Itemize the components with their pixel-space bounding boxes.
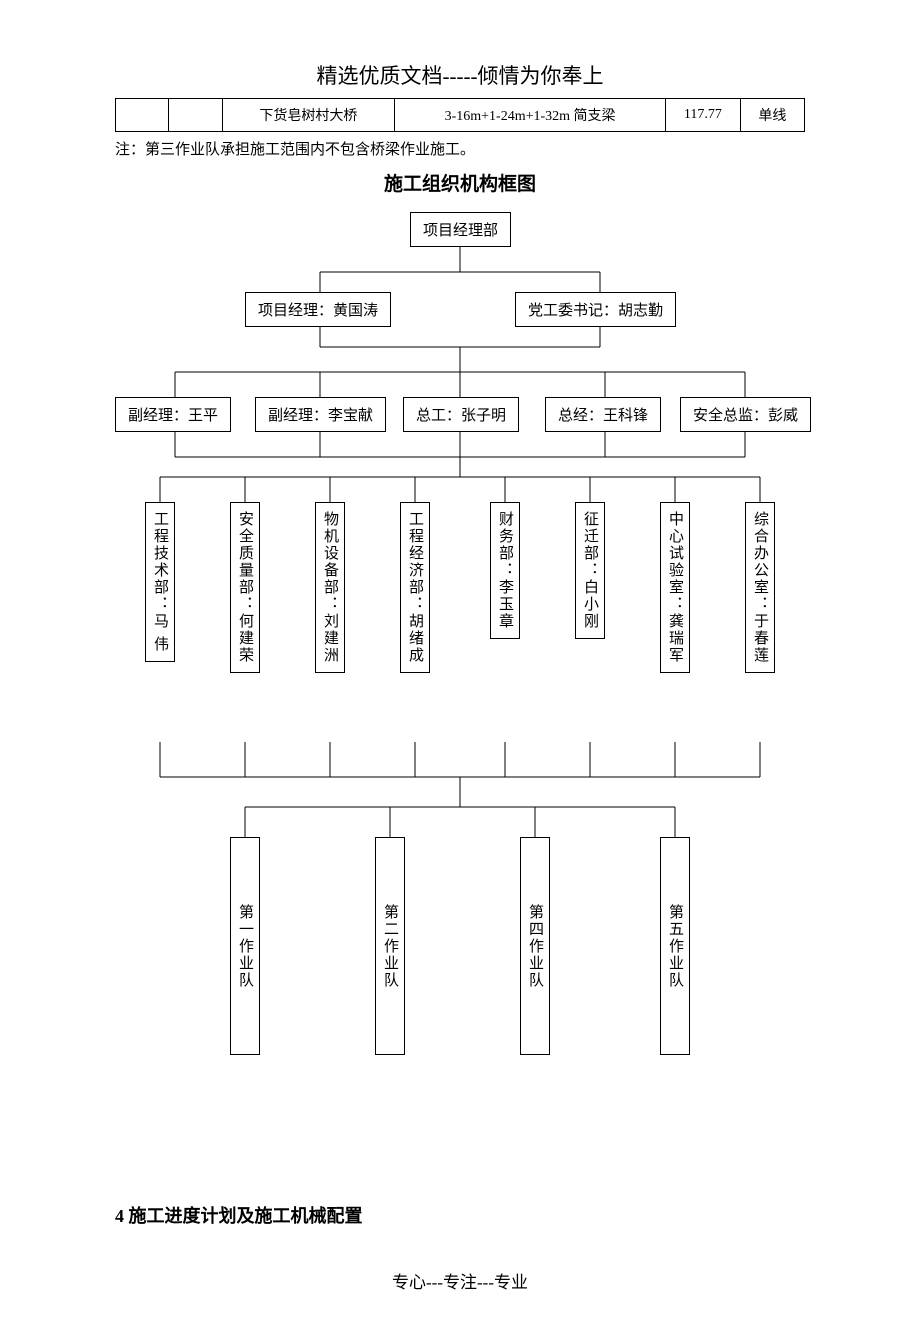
dept-relocation: 征迁部：白小刚 [575, 502, 605, 639]
section-4-heading: 4 施工进度计划及施工机械配置 [115, 1202, 805, 1228]
node-gen-mgr: 总经：王科锋 [545, 397, 661, 432]
node-party-secretary: 党工委书记：胡志勤 [515, 292, 676, 327]
team-2: 第二作业队 [375, 837, 405, 1055]
cell-empty [116, 99, 169, 132]
doc-footer: 专心---专注---专业 [115, 1268, 805, 1293]
doc-header: 精选优质文档-----倾情为你奉上 [115, 60, 805, 90]
node-deputy-1: 副经理：王平 [115, 397, 231, 432]
dept-engineering: 工程技术部：马 伟 [145, 502, 175, 662]
cell-line: 单线 [740, 99, 804, 132]
team-4: 第四作业队 [520, 837, 550, 1055]
node-safety-dir: 安全总监：彭威 [680, 397, 811, 432]
node-pm: 项目经理：黄国涛 [245, 292, 391, 327]
dept-economics: 工程经济部：胡绪成 [400, 502, 430, 673]
org-chart: 项目经理部 项目经理：黄国涛 党工委书记：胡志勤 副经理：王平 副经理：李宝献 … [115, 212, 805, 1172]
cell-bridge-name: 下货皂树村大桥 [222, 99, 395, 132]
cell-length: 117.77 [665, 99, 740, 132]
team-1: 第一作业队 [230, 837, 260, 1055]
node-chief-eng: 总工：张子明 [403, 397, 519, 432]
cell-spec: 3-16m+1-24m+1-32m 简支梁 [395, 99, 666, 132]
node-project-dept: 项目经理部 [410, 212, 511, 247]
note-text: 注：第三作业队承担施工范围内不包含桥梁作业施工。 [115, 138, 805, 159]
team-5: 第五作业队 [660, 837, 690, 1055]
table-row: 下货皂树村大桥 3-16m+1-24m+1-32m 简支梁 117.77 单线 [116, 99, 805, 132]
dept-finance: 财务部：李玉章 [490, 502, 520, 639]
cell-empty [169, 99, 222, 132]
dept-admin: 综合办公室：于春莲 [745, 502, 775, 673]
bridge-table: 下货皂树村大桥 3-16m+1-24m+1-32m 简支梁 117.77 单线 [115, 98, 805, 132]
node-deputy-2: 副经理：李宝献 [255, 397, 386, 432]
org-chart-title: 施工组织机构框图 [115, 169, 805, 196]
dept-equipment: 物机设备部：刘建洲 [315, 502, 345, 673]
org-chart-lines [115, 212, 805, 1172]
dept-safety-quality: 安全质量部：何建荣 [230, 502, 260, 673]
dept-lab: 中心试验室：龚瑞军 [660, 502, 690, 673]
